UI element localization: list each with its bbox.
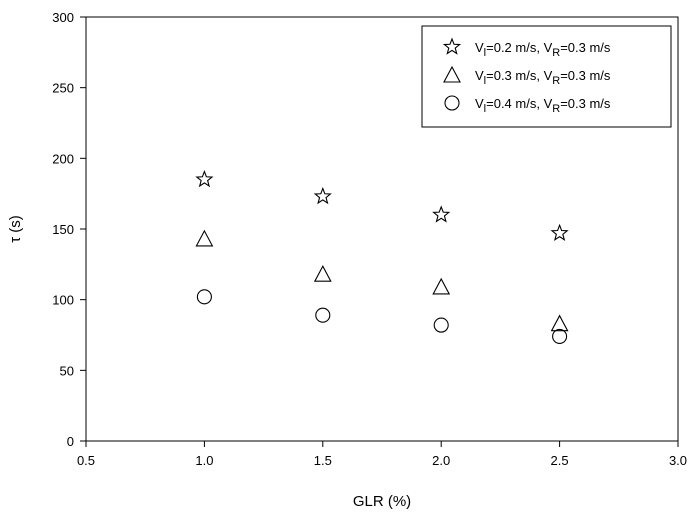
legend: Vl=0.2 m/s, VR=0.3 m/sVl=0.3 m/s, VR=0.3… — [421, 25, 672, 128]
y-tick-label: 300 — [52, 10, 74, 25]
legend-text-part: R — [552, 75, 560, 87]
legend-text-part: l — [484, 75, 486, 87]
legend-text-part: =0.3 m/s — [560, 68, 611, 83]
legend-text-part: =0.2 m/s, — [486, 40, 543, 55]
legend-text-part: V — [544, 68, 553, 83]
legend-label-1: Vl=0.2 m/s, VR=0.3 m/s — [475, 40, 611, 59]
legend-text-part: =0.3 m/s, — [486, 68, 543, 83]
y-tick-label: 50 — [60, 363, 74, 378]
data-point-circle-3-1 — [196, 289, 212, 305]
legend-label-3: Vl=0.4 m/s, VR=0.3 m/s — [475, 96, 611, 115]
legend-text-part: l — [484, 103, 486, 115]
y-tick-label: 200 — [52, 151, 74, 166]
x-tick-label: 2.0 — [432, 453, 450, 468]
legend-text-part: V — [475, 96, 484, 111]
data-point-star-1-2 — [313, 186, 332, 205]
y-axis: 0 50 100 150 200 250 300 — [52, 10, 86, 449]
legend-text-part: V — [544, 96, 553, 111]
x-tick-label: 2.5 — [551, 453, 569, 468]
legend-text-part: V — [475, 68, 484, 83]
legend-marker-star — [442, 37, 462, 55]
legend-text-part: R — [552, 103, 560, 115]
x-axis-label: GLR (%) — [353, 493, 411, 510]
data-points — [195, 169, 569, 344]
legend-text-part: =0.3 m/s — [560, 40, 611, 55]
legend-marker-circle — [444, 95, 460, 111]
legend-text-part: =0.3 m/s — [560, 96, 611, 111]
legend-text-part: V — [544, 40, 553, 55]
x-axis: 0.5 1.0 1.5 2.0 2.5 3.0 — [77, 441, 687, 468]
data-point-triangle-2-3 — [432, 277, 451, 295]
y-axis-label: τ (s) — [7, 215, 24, 243]
legend-text-part: R — [552, 47, 560, 59]
data-point-triangle-2-2 — [313, 265, 332, 282]
legend-text-part: V — [475, 40, 484, 55]
x-tick-label: 0.5 — [77, 453, 95, 468]
data-point-star-1-4 — [550, 223, 569, 241]
legend-text-part: =0.4 m/s, — [486, 96, 543, 111]
data-point-circle-3-2 — [315, 307, 331, 323]
y-tick-label: 0 — [67, 434, 74, 449]
y-tick-label: 250 — [52, 81, 74, 96]
data-point-triangle-2-1 — [195, 229, 214, 247]
data-point-circle-3-4 — [552, 328, 568, 344]
legend-text-part: l — [484, 47, 486, 59]
legend-label-2: Vl=0.3 m/s, VR=0.3 m/s — [475, 68, 611, 87]
data-point-star-1-1 — [195, 169, 214, 188]
x-tick-label: 1.0 — [195, 453, 213, 468]
x-tick-label: 1.5 — [314, 453, 332, 468]
legend-box — [421, 25, 672, 128]
y-tick-label: 150 — [52, 222, 74, 237]
x-tick-label: 3.0 — [669, 453, 687, 468]
data-point-circle-3-3 — [433, 317, 449, 333]
data-point-triangle-2-4 — [550, 314, 569, 332]
legend-marker-triangle — [443, 65, 461, 83]
y-tick-label: 100 — [52, 293, 74, 308]
data-point-star-1-3 — [432, 205, 451, 223]
